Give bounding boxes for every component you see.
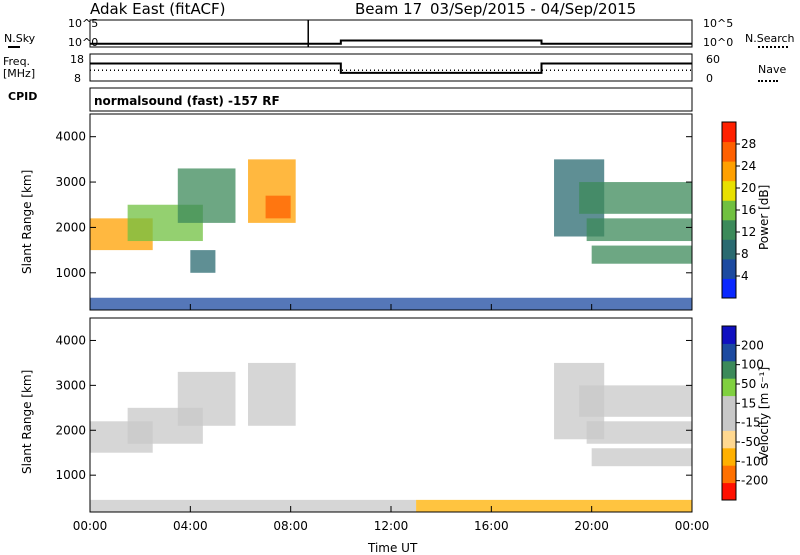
velocity-colorbar-seg-4 [722,413,736,431]
power-region-7 [579,182,692,214]
velocity-colorbar-seg-7 [722,360,736,379]
nsearch-tick-bottom: 10^0 [703,36,734,49]
velocity-region-9 [416,499,692,512]
power-region-5 [265,195,291,219]
nsky-panel-frame [89,19,693,48]
power-region-3 [190,250,216,273]
velocity-colorbar-seg-9 [722,326,736,344]
velocity-colorbar-label-1: 100 [741,358,764,372]
velocity-ytick-label-0: 1000 [55,468,86,482]
cpid-text: normalsound (fast) -157 RF [94,94,280,108]
power-region-2 [177,168,236,223]
freq-tick-top: 18 [70,53,84,66]
x-axis-label: Time UT [368,541,418,555]
freq-line [90,62,692,74]
nave-legend-line [758,80,778,82]
freq-unit: [MHz] [3,67,36,80]
power-colorbar-label-4: 12 [741,225,756,239]
velocity-colorbar-label-5: -50 [741,435,761,449]
power-colorbar-label-3: 16 [741,203,756,217]
nsky-tick-bottom: 10^0 [68,36,99,49]
power-ytick-label-2: 3000 [55,175,86,189]
power-colorbar-label-0: 28 [741,137,756,151]
velocity-region-5 [579,385,692,417]
power-colorbar-seg-6 [722,161,736,182]
power-colorbar-seg-8 [722,122,736,143]
velocity-ytick-label-2: 3000 [55,378,86,392]
nsearch-label: N.Search [745,32,795,45]
freq-tick-bottom: 8 [74,72,81,85]
x-tick-label-4: 16:00 [474,519,509,533]
nave-label: Nave [758,63,787,76]
power-region-9 [591,245,692,264]
power-colorbar-seg-3 [722,219,736,240]
velocity-colorbar-seg-3 [722,430,736,449]
nsky-label: N.Sky [4,32,36,45]
power-colorbar-seg-2 [722,239,736,260]
nave-tick-bottom: 0 [706,72,713,85]
power-colorbar-label-6: 4 [741,269,749,283]
power-ytick-label-3: 4000 [55,130,86,144]
freq-label: Freq. [3,55,31,68]
cpid-panel-frame [89,87,693,112]
velocity-colorbar-seg-0 [722,482,736,501]
velocity-colorbar-label-3: 15 [741,396,756,410]
power-ytick-label-0: 1000 [55,266,86,280]
velocity-region-7 [591,448,692,467]
power-region-10 [90,297,692,310]
x-tick-label-5: 20:00 [574,519,609,533]
velocity-ytick-label-1: 2000 [55,423,86,437]
freq-panel-frame [89,53,693,82]
velocity-colorbar-seg-2 [722,447,736,466]
velocity-colorbar-seg-5 [722,395,736,414]
nsearch-legend-line [758,46,788,48]
velocity-colorbar-frame [721,325,737,501]
nsearch-tick-top: 10^5 [703,17,734,30]
cpid-label: CPID [8,90,38,103]
velocity-colorbar-label-6: -100 [741,454,768,468]
velocity-region-3 [248,362,296,426]
nsky-line [90,39,692,45]
velocity-colorbar-seg-1 [722,465,736,484]
power-colorbar-seg-1 [722,258,736,279]
nsky-legend-line [8,46,20,48]
velocity-colorbar-seg-6 [722,378,736,397]
x-tick-label-0: 00:00 [73,519,108,533]
power-region-8 [586,218,692,242]
power-colorbar-label-5: 8 [741,247,749,261]
power-colorbar-seg-0 [722,278,736,299]
velocity-ytick-label-3: 4000 [55,333,86,347]
x-tick-label-1: 04:00 [173,519,208,533]
power-colorbar-seg-4 [722,200,736,221]
velocity-colorbar-label-4: -15 [741,416,761,430]
station-title: Adak East (fitACF) [90,0,226,18]
power-ytick-label-1: 2000 [55,220,86,234]
nave-tick-top: 60 [706,53,720,66]
velocity-colorbar-label-0: 200 [741,338,764,352]
power-colorbar-label-1: 24 [741,159,756,173]
power-colorbar-seg-5 [722,180,736,201]
power-colorbar-seg-7 [722,141,736,162]
velocity-region-6 [586,421,692,444]
x-tick-label-6: 00:00 [675,519,710,533]
date-range: 03/Sep/2015 - 04/Sep/2015 [430,0,637,18]
velocity-region-2 [177,371,236,426]
velocity-colorbar-label-7: -200 [741,474,768,488]
velocity-colorbar-label-2: 50 [741,377,756,391]
velocity-region-8 [90,499,417,512]
beam-label: Beam 17 [355,0,423,18]
power-colorbar-label-2: 20 [741,181,756,195]
velocity-colorbar-seg-8 [722,343,736,362]
x-tick-label-2: 08:00 [273,519,308,533]
x-tick-label-3: 12:00 [374,519,409,533]
